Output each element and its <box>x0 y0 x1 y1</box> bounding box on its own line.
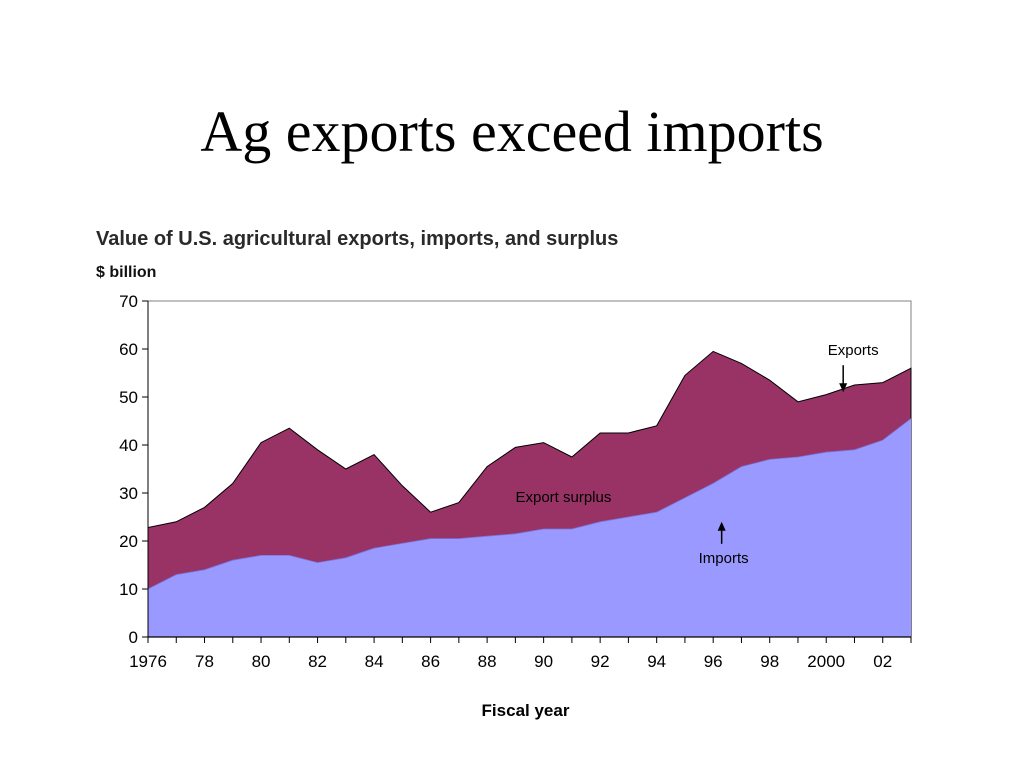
chart-labels: 0 10 20 30 40 50 60 70 1976 78 80 82 84 86 88 90 92 94 96 9… <box>119 292 892 720</box>
chart-axes <box>142 300 912 643</box>
x-tick-label: 1976 <box>129 652 167 671</box>
x-axis-title: Fiscal year <box>482 701 570 720</box>
x-tick-label: 98 <box>760 652 779 671</box>
y-tick-label: 0 <box>129 628 138 647</box>
y-tick-label: 60 <box>119 340 138 359</box>
y-tick-label: 40 <box>119 436 138 455</box>
chart-areas <box>147 300 912 638</box>
y-tick-label: 30 <box>119 484 138 503</box>
x-tick-label: 84 <box>365 652 384 671</box>
chart-title: Value of U.S. agricultural exports, impo… <box>96 228 619 250</box>
y-axis-unit-label: $ billion <box>96 264 157 281</box>
y-tick-label: 50 <box>119 388 138 407</box>
chart-annotations: Exports Export surplus Imports <box>515 342 878 567</box>
y-tick-label: 20 <box>119 532 138 551</box>
x-tick-label: 02 <box>873 652 892 671</box>
x-tick-label: 2000 <box>807 652 845 671</box>
x-tick-label: 86 <box>421 652 440 671</box>
x-tick-label: 80 <box>252 652 271 671</box>
imports-area <box>148 418 911 637</box>
imports-line <box>147 418 912 590</box>
x-tick-label: 90 <box>534 652 553 671</box>
x-tick-label: 82 <box>308 652 327 671</box>
y-tick-label: 10 <box>119 580 138 599</box>
y-tick-label: 70 <box>119 292 138 311</box>
annotation-export-surplus-label: Export surplus <box>515 489 611 506</box>
annotation-imports-label: Imports <box>699 550 749 567</box>
slide-title: Ag exports exceed imports <box>200 99 824 164</box>
x-tick-label: 78 <box>195 652 214 671</box>
annotation-exports-arrowhead <box>839 383 848 393</box>
x-tick-label: 92 <box>591 652 610 671</box>
x-tick-label: 88 <box>478 652 497 671</box>
annotation-imports-arrowhead <box>717 521 726 531</box>
annotation-exports-label: Exports <box>828 342 879 359</box>
x-tick-label: 96 <box>704 652 723 671</box>
x-tick-label: 94 <box>647 652 666 671</box>
